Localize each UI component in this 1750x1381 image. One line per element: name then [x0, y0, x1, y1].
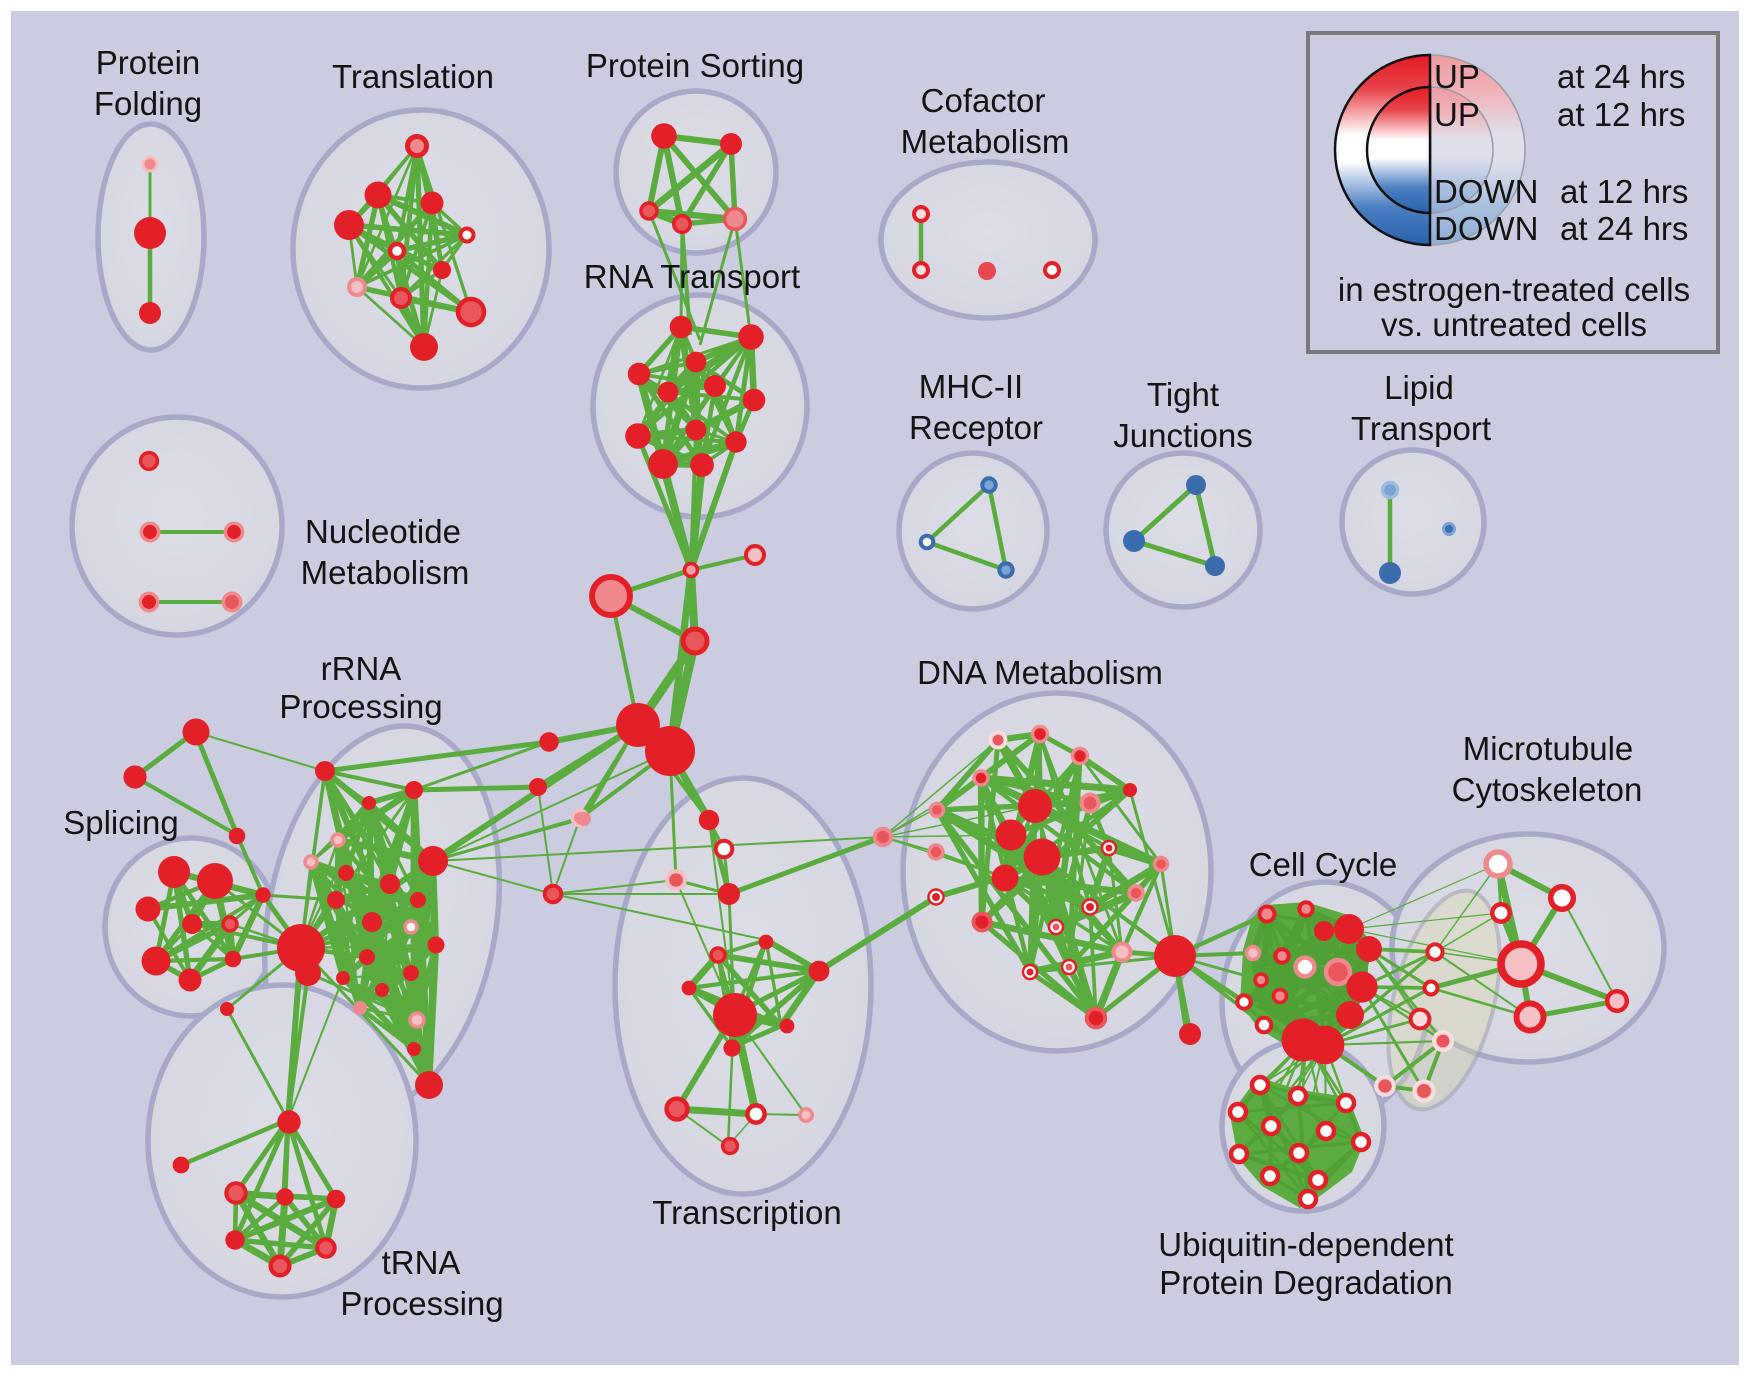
svg-text:vs. untreated cells: vs. untreated cells	[1381, 306, 1647, 343]
svg-text:in estrogen-treated cells: in estrogen-treated cells	[1338, 271, 1690, 308]
svg-text:rRNA: rRNA	[321, 650, 402, 687]
svg-text:Metabolism: Metabolism	[901, 123, 1070, 160]
svg-text:DNA Metabolism: DNA Metabolism	[917, 654, 1163, 691]
svg-text:at 24 hrs: at 24 hrs	[1557, 58, 1685, 95]
svg-text:Protein Sorting: Protein Sorting	[586, 47, 804, 84]
svg-text:Microtubule: Microtubule	[1463, 730, 1634, 767]
svg-text:Metabolism: Metabolism	[301, 554, 470, 591]
svg-text:tRNA: tRNA	[382, 1244, 461, 1281]
svg-text:Splicing: Splicing	[63, 804, 179, 841]
svg-text:Ubiquitin-dependent: Ubiquitin-dependent	[1158, 1226, 1453, 1263]
svg-text:at 12 hrs: at 12 hrs	[1557, 96, 1685, 133]
svg-text:Processing: Processing	[340, 1285, 503, 1322]
svg-text:Nucleotide: Nucleotide	[305, 513, 461, 550]
svg-text:DOWN: DOWN	[1434, 210, 1538, 247]
svg-text:Folding: Folding	[94, 85, 202, 122]
svg-text:RNA Transport: RNA Transport	[584, 258, 800, 295]
svg-text:Cell Cycle: Cell Cycle	[1249, 846, 1398, 883]
svg-text:at 12 hrs: at 12 hrs	[1560, 173, 1688, 210]
svg-text:at 24 hrs: at 24 hrs	[1560, 210, 1688, 247]
svg-text:UP: UP	[1434, 58, 1480, 95]
svg-text:Lipid: Lipid	[1384, 369, 1454, 406]
svg-text:Transcription: Transcription	[652, 1194, 842, 1231]
svg-text:Receptor: Receptor	[909, 409, 1043, 446]
svg-text:Cofactor: Cofactor	[921, 82, 1046, 119]
svg-text:MHC-II: MHC-II	[919, 368, 1023, 405]
svg-text:DOWN: DOWN	[1434, 173, 1538, 210]
svg-text:Tight: Tight	[1147, 376, 1219, 413]
svg-text:Processing: Processing	[279, 688, 442, 725]
svg-text:Junctions: Junctions	[1113, 417, 1252, 454]
svg-text:Transport: Transport	[1351, 410, 1491, 447]
svg-text:UP: UP	[1434, 96, 1480, 133]
svg-text:Cytoskeleton: Cytoskeleton	[1452, 771, 1643, 808]
svg-text:Protein Degradation: Protein Degradation	[1159, 1264, 1453, 1301]
svg-text:Protein: Protein	[96, 44, 201, 81]
svg-text:Translation: Translation	[332, 58, 494, 95]
